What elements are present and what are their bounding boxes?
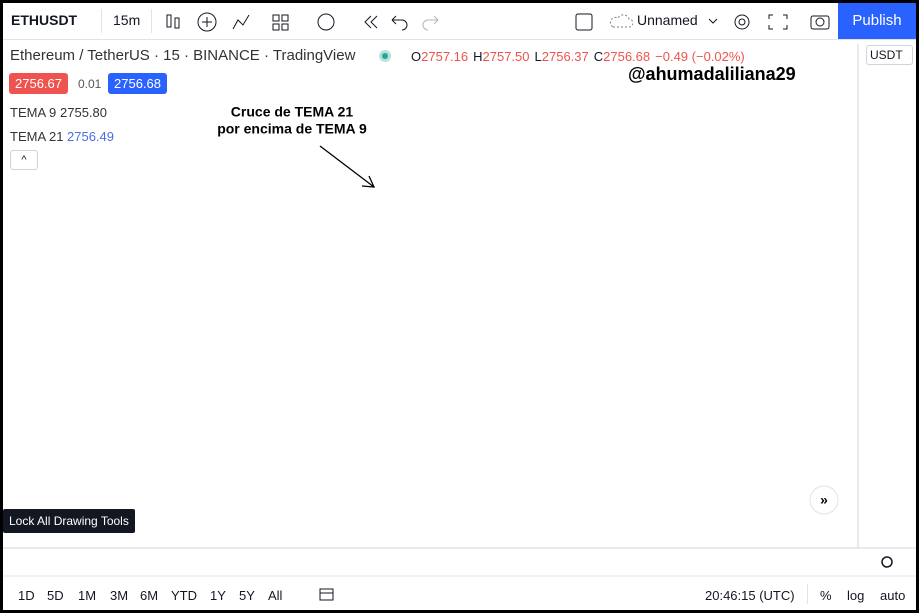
layout-name[interactable]: Unnamed xyxy=(637,12,698,28)
study-value: 2755.80 xyxy=(60,105,107,120)
range-button[interactable]: YTD xyxy=(171,588,197,603)
range-button[interactable]: 1D xyxy=(18,588,35,603)
undo-redo[interactable] xyxy=(388,11,448,33)
range-button[interactable]: 1Y xyxy=(210,588,226,603)
ohlc-key: O xyxy=(411,49,422,64)
layout-icons[interactable] xyxy=(573,11,633,33)
range-button[interactable]: 5Y xyxy=(239,588,255,603)
ohlc-key: H xyxy=(473,49,483,64)
arrow-head xyxy=(361,175,376,188)
legend-ohlc: O2757.16 H2757.50 L2756.37 C2756.68 −0.49 (−… xyxy=(411,49,745,64)
ohlc-value: 2757.16 xyxy=(421,49,469,64)
annotation-line: por encima de TEMA 9 xyxy=(217,121,367,137)
ohlc-key: C xyxy=(593,49,604,64)
ohlc-value: 2756.37 xyxy=(541,49,589,64)
price-scale-bg xyxy=(858,44,916,548)
legend-title: Ethereum / TetherUS · 15 · BINANCE · Tra… xyxy=(10,47,356,64)
time-scale xyxy=(3,547,916,577)
top-toolbar: ETHUSDT 15m Unnamed Publish xyxy=(3,3,916,40)
annotations: Cruce de TEMA 21 por encima de TEMA 9 @a… xyxy=(217,64,796,188)
range-button[interactable]: 5D xyxy=(47,588,64,603)
range-button[interactable]: 6M xyxy=(140,588,159,603)
price-scale xyxy=(857,44,916,548)
ohlc-change: −0.49 (−0.02%) xyxy=(655,49,745,64)
percent-toggle[interactable]: % xyxy=(820,588,832,603)
range-button[interactable]: 3M xyxy=(110,588,129,603)
ohlc-key: L xyxy=(534,49,542,64)
study-value: 2756.49 xyxy=(67,129,114,144)
symbol[interactable]: ETHUSDT xyxy=(11,12,78,28)
auto-toggle[interactable]: auto xyxy=(880,588,906,603)
date-range-icon[interactable] xyxy=(318,586,336,602)
market-status xyxy=(379,50,391,62)
watermark: @ahumadaliliana29 xyxy=(628,64,796,84)
spread: 0.01 xyxy=(78,77,102,91)
svg-text:»: » xyxy=(820,492,828,508)
scroll-button[interactable]: » xyxy=(809,485,839,515)
ohlc-value: 2757.50 xyxy=(482,49,530,64)
settings-icon[interactable] xyxy=(881,556,893,568)
settings-icons[interactable] xyxy=(703,11,833,33)
collapse-button[interactable]: ^ xyxy=(10,150,38,170)
toolbar-icons[interactable] xyxy=(163,11,383,33)
range-button[interactable]: 1M xyxy=(78,588,97,603)
tooltip: Lock All Drawing Tools xyxy=(3,509,135,533)
annotation-line: Cruce de TEMA 21 xyxy=(231,104,354,120)
sell-price[interactable]: 2756.67 xyxy=(9,73,68,94)
study-name: TEMA 9 xyxy=(10,105,57,120)
publish-button[interactable]: Publish xyxy=(838,3,916,39)
clock: 20:46:15 (UTC) xyxy=(705,588,795,603)
study-name: TEMA 21 xyxy=(10,129,64,144)
annotation-arrow xyxy=(319,145,375,188)
interval[interactable]: 15m xyxy=(113,12,141,28)
currency-menu[interactable]: USDT xyxy=(866,45,913,65)
log-toggle[interactable]: log xyxy=(847,588,865,603)
ohlc-value: 2756.68 xyxy=(603,49,651,64)
buy-price[interactable]: 2756.68 xyxy=(108,73,167,94)
range-button[interactable]: All xyxy=(268,588,283,603)
